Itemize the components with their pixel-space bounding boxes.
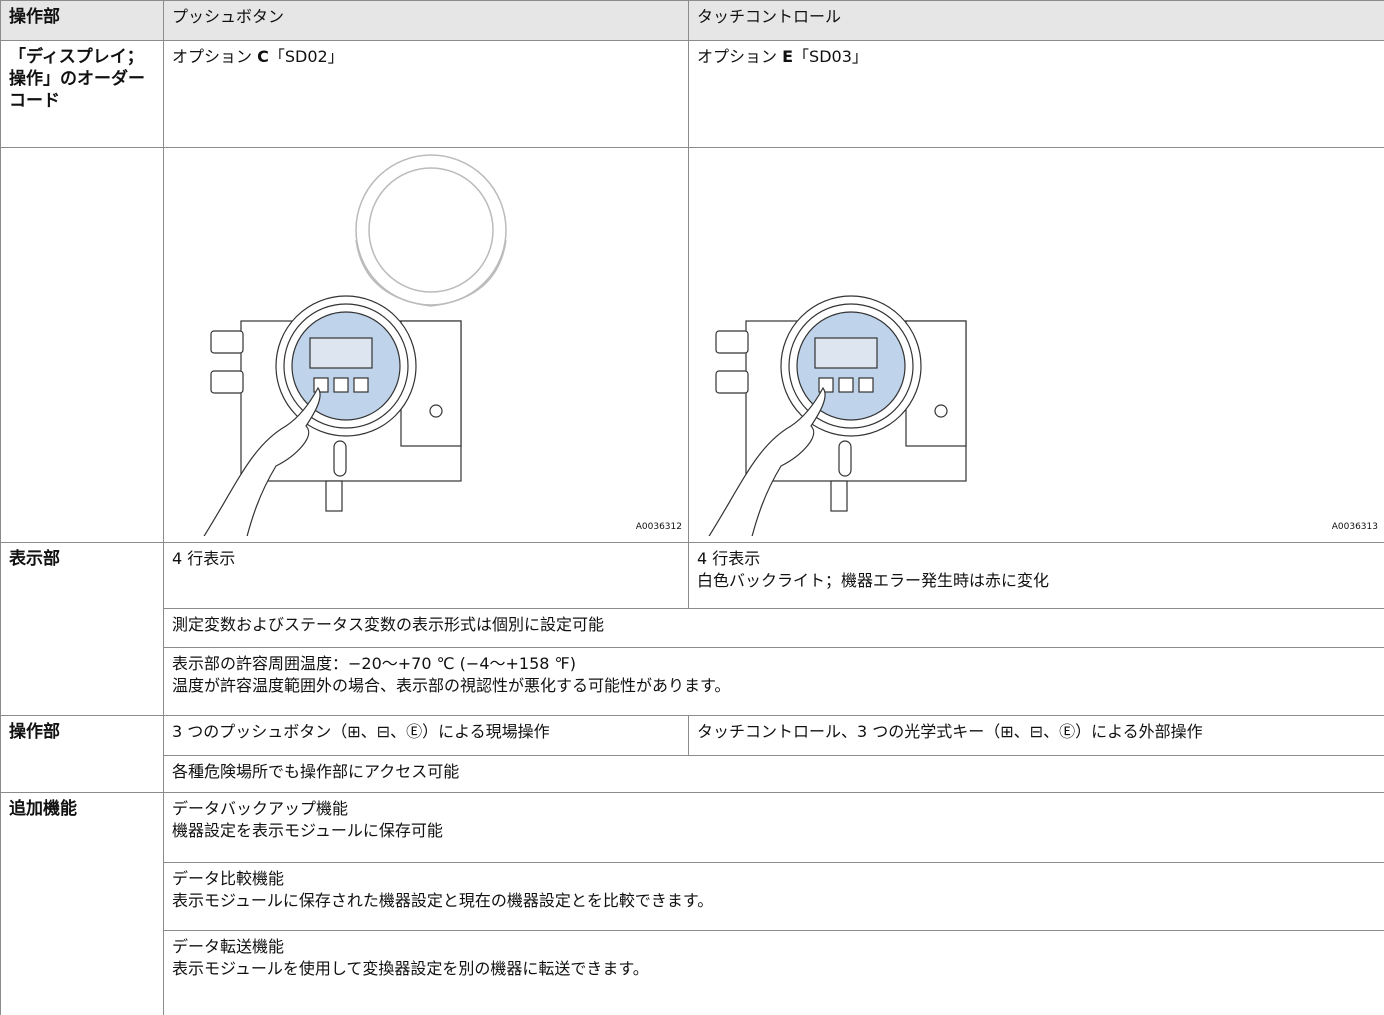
- row-label: 「ディスプレイ；操作」のオーダーコード: [0, 40, 164, 148]
- text: 「SD03」: [793, 47, 868, 66]
- text: データ比較機能: [172, 869, 285, 888]
- text: 測定変数およびステータス変数の表示形式は個別に設定可能: [172, 615, 605, 634]
- figure-id: A0036313: [1331, 522, 1378, 532]
- text: 表示モジュールに保存された機器設定と現在の機器設定とを比較できます。: [172, 891, 714, 910]
- text: 機器設定を表示モジュールに保存可能: [172, 821, 443, 840]
- header-cell: 操作部: [0, 0, 164, 41]
- text: 4 行表示: [172, 549, 236, 568]
- figure-id: A0036312: [635, 522, 682, 532]
- text: 表示モジュールを使用して変換器設定を別の機器に転送できます。: [172, 959, 649, 978]
- cell: 各種危険場所でも操作部にアクセス可能: [163, 755, 1384, 793]
- header-cell: タッチコントロール: [688, 0, 1384, 41]
- cell: 4 行表示: [163, 542, 689, 609]
- row-label: 操作部: [0, 715, 164, 793]
- text: オプション: [172, 47, 258, 66]
- cell: 3 つのプッシュボタン（⊞、⊟、Ⓔ）による現場操作: [163, 715, 689, 756]
- row-label: 追加機能: [0, 792, 164, 1015]
- device-illustration: [705, 295, 967, 562]
- cell: データ転送機能表示モジュールを使用して変換器設定を別の機器に転送できます。: [163, 930, 1384, 1015]
- header-cell: プッシュボタン: [163, 0, 689, 41]
- cell: オプション E「SD03」: [688, 40, 1384, 148]
- text: オプション: [697, 47, 783, 66]
- text: 白色バックライト；機器エラー発生時は赤に変化: [697, 571, 1050, 590]
- device-illustration: [200, 154, 507, 562]
- text: データ転送機能: [172, 937, 285, 956]
- text: 4 行表示: [697, 549, 761, 568]
- cell: オプション C「SD02」: [163, 40, 689, 148]
- cell: [0, 147, 164, 543]
- code: E: [782, 47, 794, 66]
- text: 温度が許容温度範囲外の場合、表示部の視認性が悪化する可能性があります。: [172, 676, 731, 695]
- figure-cell: A0036313: [688, 147, 1384, 562]
- text: データバックアップ機能: [172, 799, 349, 818]
- code: C: [257, 47, 269, 66]
- text: 「SD02」: [268, 47, 344, 66]
- cell: 4 行表示白色バックライト；機器エラー発生時は赤に変化: [688, 542, 1384, 609]
- cell: 測定変数およびステータス変数の表示形式は個別に設定可能: [163, 608, 1384, 648]
- cell: タッチコントロール、3 つの光学式キー（⊞、⊟、Ⓔ）による外部操作: [688, 715, 1384, 756]
- cell: データバックアップ機能機器設定を表示モジュールに保存可能: [163, 792, 1384, 863]
- text: 表示部の許容周囲温度：−20～+70 ℃ (−4～+158 ℉): [172, 654, 577, 673]
- row-label: 表示部: [0, 542, 164, 716]
- cell: データ比較機能表示モジュールに保存された機器設定と現在の機器設定とを比較できます…: [163, 862, 1384, 931]
- cell: 表示部の許容周囲温度：−20～+70 ℃ (−4～+158 ℉) 温度が許容温度範…: [163, 647, 1384, 716]
- figure-cell: A0036312: [163, 147, 689, 562]
